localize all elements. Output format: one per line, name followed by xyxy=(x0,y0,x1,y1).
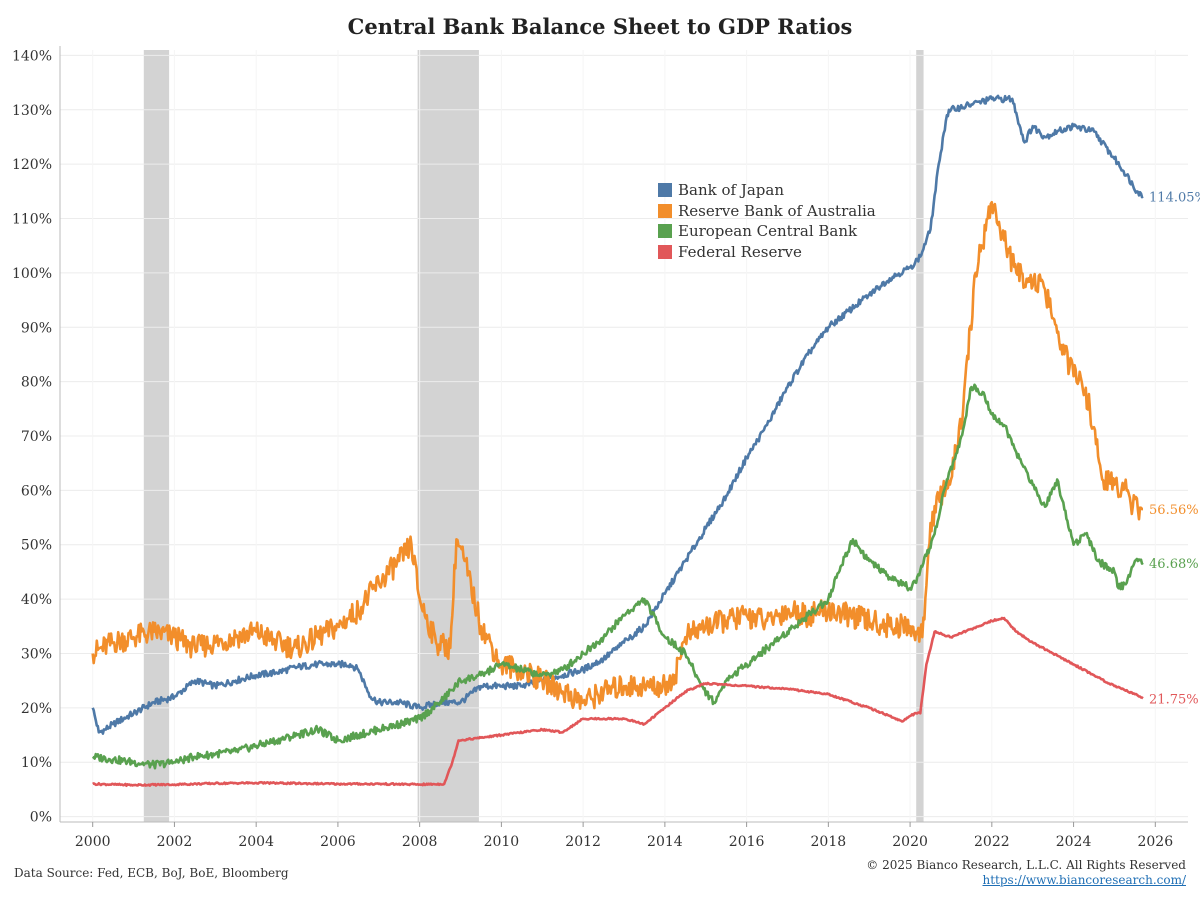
series-line-reserve-bank-of-australia xyxy=(91,200,1144,710)
y-tick-label: 120% xyxy=(12,157,52,173)
y-tick-label: 50% xyxy=(21,538,52,554)
series-lines xyxy=(91,94,1144,787)
x-tick-label: 2024 xyxy=(1056,834,1092,850)
x-tick-label: 2002 xyxy=(157,834,193,850)
y-tick-label: 20% xyxy=(21,701,52,717)
x-tick-label: 2016 xyxy=(729,834,765,850)
legend-swatch xyxy=(658,244,672,259)
legend-item: Reserve Bank of Australia xyxy=(658,201,876,222)
axes: 0% 10% 20% 30% 40% 50% 60% 70% 80% 90% 100% 110% 120… xyxy=(12,46,1188,850)
series-line-bank-of-japan xyxy=(91,94,1144,735)
series-end-label: 114.05% xyxy=(1149,191,1200,206)
legend-swatch xyxy=(658,203,672,218)
website-link[interactable]: https://www.biancoresearch.com/ xyxy=(982,873,1186,887)
data-source-note: Data Source: Fed, ECB, BoJ, BoE, Bloombe… xyxy=(14,866,289,880)
x-tick-label: 2010 xyxy=(484,834,520,850)
x-tick-label: 2004 xyxy=(238,834,274,850)
legend-swatch xyxy=(658,183,672,198)
y-tick-label: 70% xyxy=(21,429,52,445)
end-labels: 114.05% 56.56% 46.68% 21.75% xyxy=(1149,191,1200,708)
series-end-label: 21.75% xyxy=(1149,692,1199,707)
y-tick-label: 0% xyxy=(30,810,52,826)
legend-item: Bank of Japan xyxy=(658,180,876,201)
y-tick-label: 110% xyxy=(12,212,52,228)
x-tick-label: 2020 xyxy=(892,834,928,850)
chart-title: Central Bank Balance Sheet to GDP Ratios xyxy=(347,14,853,39)
y-tick-label: 30% xyxy=(21,646,52,662)
legend-swatch xyxy=(658,224,672,239)
y-tick-label: 90% xyxy=(21,320,52,336)
x-tick-label: 2008 xyxy=(402,834,438,850)
x-tick-label: 2006 xyxy=(320,834,356,850)
x-tick-label: 2022 xyxy=(974,834,1010,850)
y-tick-label: 130% xyxy=(12,103,52,119)
y-tick-label: 10% xyxy=(21,755,52,771)
copyright-notice: © 2025 Bianco Research, L.L.C. All Right… xyxy=(866,858,1186,872)
legend-item: European Central Bank xyxy=(658,221,876,242)
x-tick-label: 2000 xyxy=(75,834,111,850)
y-tick-label: 40% xyxy=(21,592,52,608)
y-tick-label: 60% xyxy=(21,483,52,499)
legend-label: European Central Bank xyxy=(678,222,858,241)
series-line-federal-reserve xyxy=(92,616,1144,787)
y-tick-label: 140% xyxy=(12,48,52,64)
grid-lines xyxy=(60,50,1188,822)
legend-item: Federal Reserve xyxy=(658,242,876,263)
legend-label: Federal Reserve xyxy=(678,242,802,261)
footer-credits: © 2025 Bianco Research, L.L.C. All Right… xyxy=(866,858,1186,888)
series-end-label: 56.56% xyxy=(1149,503,1199,518)
x-tick-label: 2012 xyxy=(565,834,601,850)
chart-legend: Bank of Japan Reserve Bank of Australia Eu… xyxy=(658,180,876,262)
x-tick-label: 2014 xyxy=(647,834,683,850)
series-line-european-central-bank xyxy=(91,383,1144,770)
legend-label: Bank of Japan xyxy=(678,181,784,200)
y-tick-label: 80% xyxy=(21,375,52,391)
x-tick-label: 2018 xyxy=(811,834,847,850)
x-tick-label: 2026 xyxy=(1137,834,1173,850)
legend-label: Reserve Bank of Australia xyxy=(678,201,876,220)
series-end-label: 46.68% xyxy=(1149,557,1199,572)
y-tick-label: 100% xyxy=(12,266,52,282)
